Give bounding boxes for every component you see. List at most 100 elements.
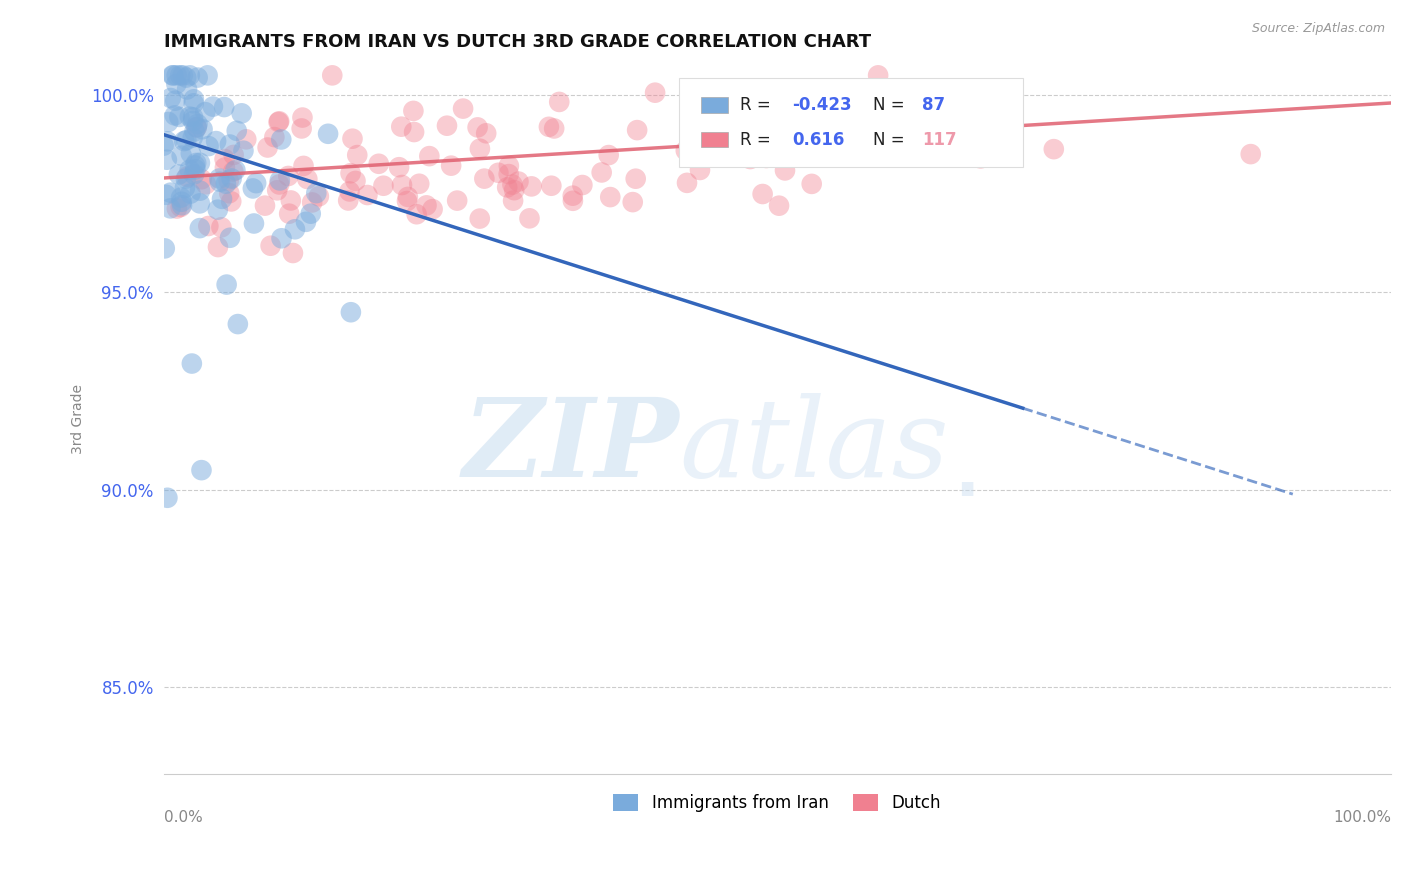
Point	[346, 148, 368, 162]
Point	[187, 70, 209, 85]
Point	[305, 186, 328, 201]
Point	[339, 185, 361, 199]
Point	[451, 102, 474, 116]
Point	[277, 169, 299, 183]
Point	[235, 132, 257, 146]
Point	[184, 162, 207, 177]
Point	[486, 166, 509, 180]
Text: IMMIGRANTS FROM IRAN VS DUTCH 3RD GRADE CORRELATION CHART: IMMIGRANTS FROM IRAN VS DUTCH 3RD GRADE …	[163, 33, 870, 51]
Point	[297, 172, 319, 186]
Point	[284, 222, 307, 236]
Point	[270, 132, 292, 146]
Point	[180, 146, 202, 161]
Point	[183, 92, 205, 106]
Text: R =: R =	[741, 130, 776, 149]
Point	[197, 139, 219, 153]
Point	[222, 164, 245, 178]
Point	[172, 68, 194, 82]
Point	[408, 177, 430, 191]
Point	[269, 178, 291, 192]
Point	[415, 198, 437, 212]
Point	[543, 121, 565, 136]
Point	[280, 194, 302, 208]
Point	[176, 82, 198, 96]
Point	[212, 100, 235, 114]
Point	[561, 194, 583, 208]
Point	[301, 195, 323, 210]
Point	[214, 161, 236, 175]
Point	[165, 94, 187, 108]
Point	[337, 194, 360, 208]
Point	[180, 357, 202, 371]
Text: 100.0%: 100.0%	[1333, 810, 1391, 825]
Point	[291, 121, 314, 136]
Point	[174, 171, 197, 186]
Point	[689, 163, 711, 178]
Point	[162, 68, 184, 82]
Point	[868, 68, 890, 82]
Point	[440, 159, 463, 173]
Point	[831, 142, 853, 156]
Point	[267, 115, 290, 129]
Point	[388, 160, 411, 174]
Point	[391, 178, 413, 192]
Point	[163, 108, 186, 122]
Point	[291, 111, 314, 125]
Point	[281, 246, 304, 260]
Point	[226, 317, 249, 331]
Point	[591, 165, 613, 179]
Point	[537, 120, 560, 134]
Point	[468, 142, 491, 156]
Point	[418, 149, 440, 163]
FancyBboxPatch shape	[702, 132, 728, 147]
Point	[205, 134, 228, 148]
Point	[170, 198, 193, 212]
Point	[225, 124, 247, 138]
Text: 0.616: 0.616	[792, 130, 845, 149]
Point	[475, 126, 498, 140]
Point	[540, 178, 562, 193]
Point	[508, 175, 530, 189]
Text: ZIP: ZIP	[463, 393, 679, 501]
Point	[773, 163, 796, 178]
Point	[838, 128, 860, 143]
Point	[402, 103, 425, 118]
Point	[340, 305, 363, 319]
Point	[153, 241, 176, 255]
Point	[183, 167, 205, 181]
Text: 117: 117	[922, 130, 956, 149]
Point	[269, 173, 291, 187]
Point	[197, 68, 219, 82]
FancyBboxPatch shape	[679, 78, 1022, 167]
Point	[170, 149, 193, 163]
Text: Source: ZipAtlas.com: Source: ZipAtlas.com	[1251, 22, 1385, 36]
Point	[242, 181, 264, 195]
Point	[221, 171, 243, 186]
Point	[498, 159, 520, 173]
Point	[176, 169, 198, 184]
Point	[167, 168, 190, 182]
Point	[621, 195, 644, 210]
Point	[768, 199, 790, 213]
Point	[174, 70, 197, 85]
Point	[373, 178, 395, 193]
Point	[520, 179, 543, 194]
Point	[170, 194, 193, 209]
Point	[157, 115, 180, 129]
Point	[405, 207, 427, 221]
Point	[179, 186, 201, 201]
Point	[197, 219, 219, 233]
Point	[389, 120, 412, 134]
Point	[498, 167, 520, 181]
Point	[191, 122, 214, 136]
Text: N =: N =	[873, 130, 910, 149]
Point	[278, 207, 301, 221]
Point	[922, 123, 945, 137]
Point	[208, 175, 231, 189]
Point	[156, 491, 179, 505]
Point	[253, 199, 276, 213]
Point	[188, 196, 211, 211]
Point	[207, 240, 229, 254]
Text: R =: R =	[741, 95, 776, 113]
Point	[800, 177, 823, 191]
